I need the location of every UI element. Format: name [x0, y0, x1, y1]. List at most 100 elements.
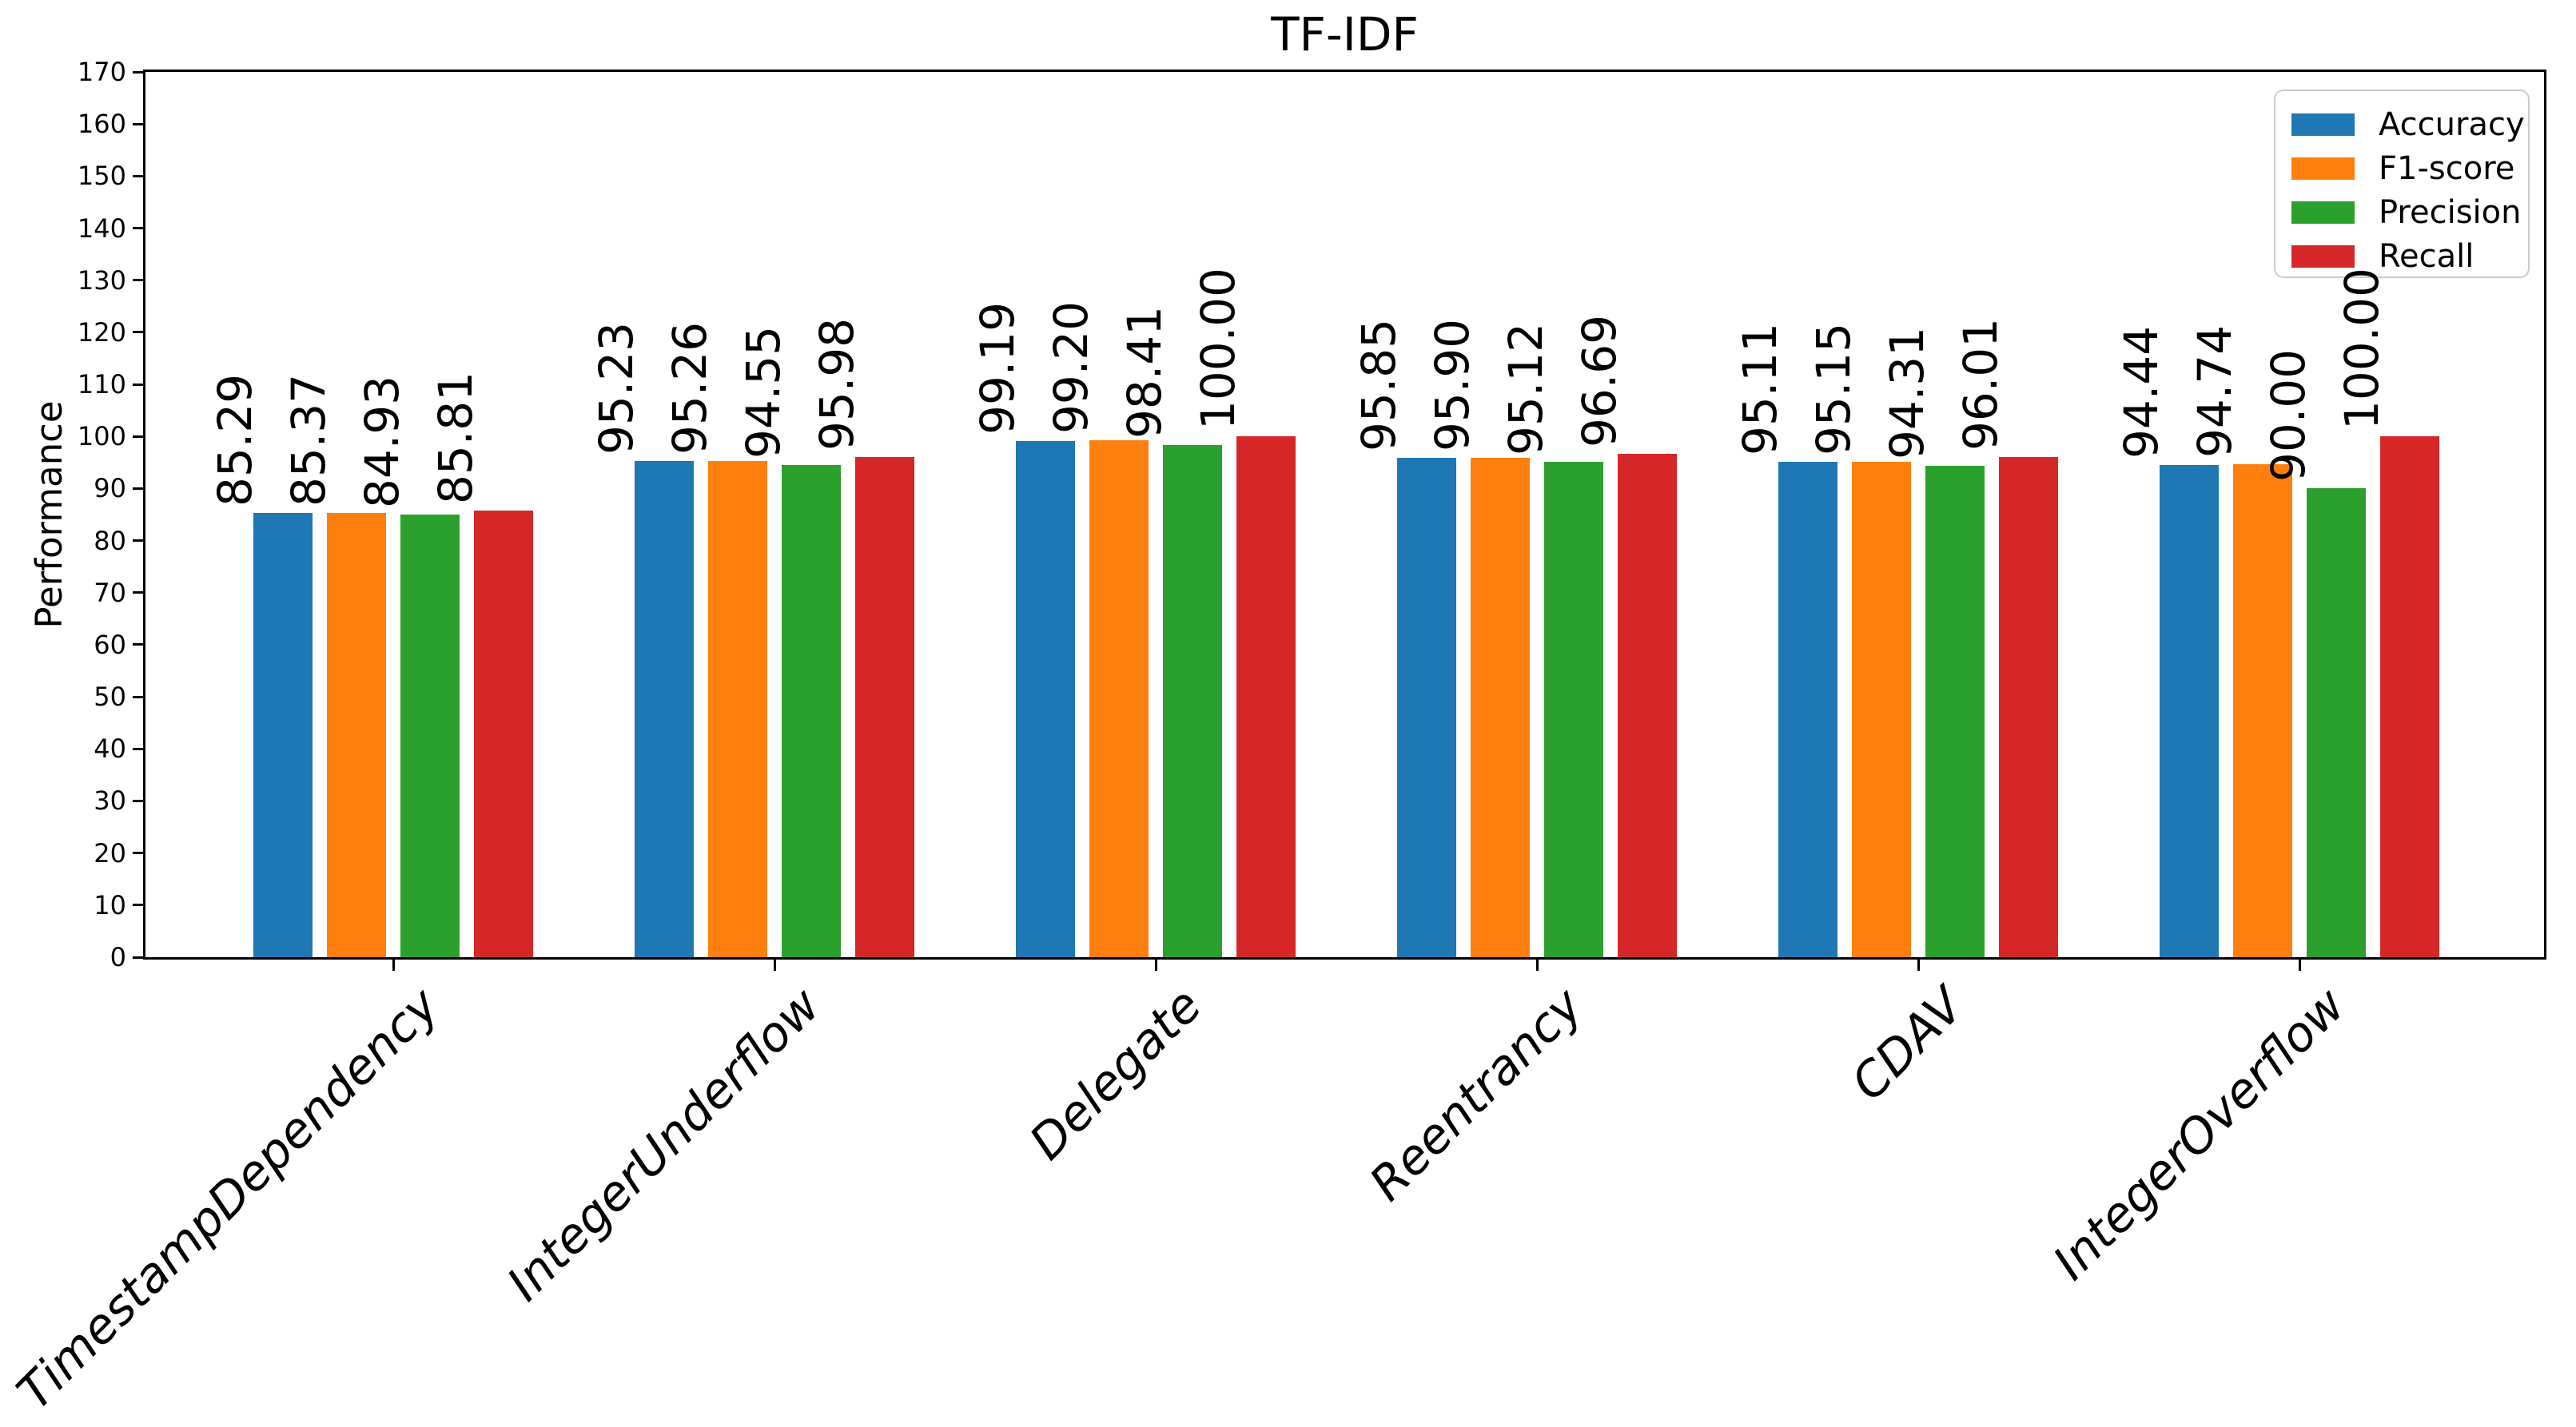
y-tick-mark	[133, 643, 143, 646]
bar-recall-integeroverflow	[2379, 436, 2439, 957]
y-tick-label: 10	[94, 889, 126, 920]
bar-value-label: 94.55	[735, 325, 790, 459]
y-tick-label: 100	[77, 421, 126, 452]
y-tick-label: 140	[77, 213, 126, 244]
y-tick-label: 80	[94, 525, 126, 556]
y-tick-label: 170	[77, 57, 126, 87]
bar-precision-delegate	[1162, 444, 1222, 957]
y-tick-label: 50	[94, 682, 126, 713]
legend-label: Recall	[2379, 237, 2474, 275]
legend-entry-f1-score: F1-score	[2291, 146, 2528, 190]
plot-area	[143, 70, 2546, 960]
bar-value-label: 94.31	[1879, 327, 1934, 460]
y-tick-mark	[133, 487, 143, 490]
y-tick-mark	[133, 383, 143, 386]
bar-precision-cdav	[1925, 466, 1985, 957]
bar-recall-reentrancy	[1617, 453, 1677, 957]
y-tick-label: 110	[77, 369, 126, 400]
bar-value-label: 95.15	[1806, 322, 1861, 455]
bar-f1-score-timestampdependency	[327, 512, 387, 957]
bar-value-label: 95.12	[1498, 322, 1553, 456]
bar-value-label: 90.00	[2260, 349, 2315, 483]
bar-accuracy-reentrancy	[1397, 458, 1457, 957]
y-tick-mark	[133, 279, 143, 282]
bar-value-label: 95.26	[663, 322, 718, 455]
bar-value-label: 96.69	[1571, 314, 1626, 447]
legend: Accuracy F1-score Precision Recall	[2274, 89, 2530, 278]
bar-value-label: 95.85	[1352, 319, 1407, 452]
legend-entry-accuracy: Accuracy	[2291, 102, 2528, 146]
bar-value-label: 100.00	[2334, 268, 2389, 431]
x-tick-mark	[1535, 960, 1539, 971]
bar-f1-score-integerunderflow	[708, 461, 768, 957]
legend-label: F1-score	[2379, 149, 2515, 187]
bar-recall-cdav	[1998, 457, 2058, 957]
bar-value-label: 95.23	[589, 322, 644, 455]
bar-value-label: 99.20	[1044, 301, 1099, 435]
y-tick-label: 130	[77, 264, 126, 296]
y-tick-mark	[133, 904, 143, 907]
bar-f1-score-cdav	[1852, 461, 1912, 957]
bar-precision-reentrancy	[1543, 462, 1603, 957]
y-tick-label: 90	[94, 473, 126, 504]
y-tick-mark	[133, 227, 143, 230]
bar-value-label: 96.01	[1953, 318, 2008, 451]
bar-accuracy-integerunderflow	[635, 461, 695, 957]
bar-value-label: 84.93	[354, 376, 409, 509]
y-axis-label: Performance	[28, 400, 70, 629]
y-tick-mark	[133, 852, 143, 855]
bar-value-label: 95.11	[1733, 323, 1788, 456]
y-tick-mark	[133, 331, 143, 334]
bar-precision-timestampdependency	[400, 515, 460, 957]
bar-value-label: 85.29	[208, 374, 263, 507]
x-tick-mark	[392, 960, 395, 971]
y-tick-label: 40	[94, 733, 126, 765]
bar-value-label: 85.81	[428, 371, 483, 504]
x-tick-mark	[773, 960, 776, 971]
bar-accuracy-timestampdependency	[253, 513, 313, 957]
bar-f1-score-integeroverflow	[2233, 463, 2293, 957]
bar-f1-score-reentrancy	[1471, 457, 1531, 957]
y-tick-mark	[133, 956, 143, 959]
legend-swatch-recall	[2291, 244, 2355, 268]
bar-value-label: 95.90	[1425, 318, 1480, 451]
y-tick-label: 160	[77, 109, 126, 140]
x-tick-mark	[1154, 960, 1157, 971]
bar-value-label: 100.00	[1190, 268, 1245, 431]
y-tick-label: 150	[77, 161, 126, 192]
y-tick-label: 70	[94, 577, 126, 608]
y-tick-label: 30	[94, 785, 126, 817]
legend-label: Accuracy	[2379, 105, 2525, 143]
bar-value-label: 85.37	[281, 373, 336, 507]
bar-value-label: 98.41	[1117, 305, 1172, 439]
bar-recall-integerunderflow	[854, 457, 914, 957]
bar-value-label: 99.19	[970, 301, 1025, 435]
x-tick-mark	[2298, 960, 2301, 971]
legend-swatch-precision	[2291, 201, 2355, 224]
y-tick-mark	[133, 591, 143, 594]
y-tick-label: 120	[77, 316, 126, 348]
bar-precision-integeroverflow	[2306, 488, 2366, 957]
legend-entry-recall: Recall	[2291, 234, 2528, 278]
x-tick-label-timestampdependency: TimestampDependency	[6, 977, 450, 1421]
legend-label: Precision	[2379, 193, 2522, 231]
chart-title: TF-IDF	[1271, 7, 1419, 62]
bar-f1-score-delegate	[1089, 440, 1149, 957]
y-tick-label: 0	[109, 942, 126, 972]
bar-recall-delegate	[1236, 436, 1296, 957]
bar-value-label: 94.74	[2188, 324, 2243, 458]
legend-swatch-f1-score	[2291, 157, 2355, 180]
bar-value-label: 95.98	[809, 318, 864, 451]
legend-swatch-accuracy	[2291, 113, 2355, 136]
y-tick-label: 20	[94, 837, 126, 869]
bar-recall-timestampdependency	[473, 510, 533, 957]
y-tick-mark	[133, 799, 143, 802]
y-tick-mark	[133, 539, 143, 543]
y-tick-mark	[133, 70, 143, 74]
y-tick-mark	[133, 747, 143, 750]
y-tick-mark	[133, 435, 143, 438]
y-tick-label: 60	[94, 629, 126, 660]
bar-accuracy-integeroverflow	[2160, 465, 2220, 957]
legend-rows: Accuracy F1-score Precision Recall	[2291, 102, 2528, 278]
